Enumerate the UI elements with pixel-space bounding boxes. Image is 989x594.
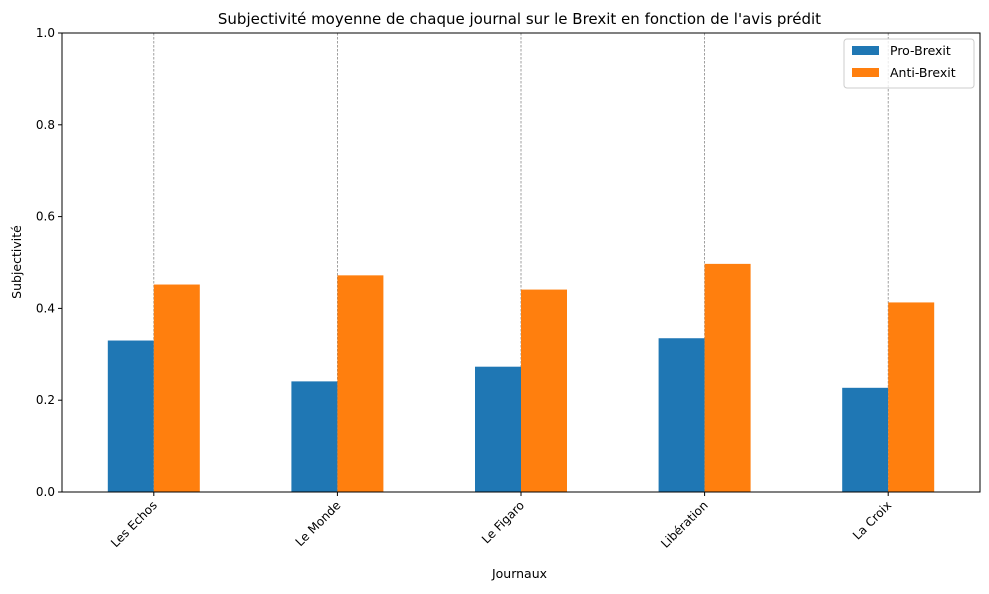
- bar-pro-brexit-3: [658, 338, 705, 492]
- y-tick-label: 0.2: [36, 393, 55, 407]
- y-tick-label: 0.0: [36, 485, 55, 499]
- bar-pro-brexit-0: [107, 340, 154, 492]
- legend-swatch-anti-brexit: [852, 68, 879, 77]
- legend-label-anti-brexit: Anti-Brexit: [890, 65, 956, 80]
- bar-pro-brexit-4: [842, 387, 889, 492]
- y-axis-label: Subjectivité: [9, 225, 24, 299]
- y-tick-label: 1.0: [36, 26, 55, 40]
- chart-title: Subjectivité moyenne de chaque journal s…: [218, 10, 821, 28]
- bar-pro-brexit-1: [291, 381, 338, 492]
- y-tick-label: 0.6: [36, 210, 55, 224]
- bar-anti-brexit-4: [888, 302, 935, 492]
- x-tick-label: Les Echos: [108, 498, 160, 550]
- legend-swatch-pro-brexit: [852, 46, 879, 55]
- bar-anti-brexit-2: [521, 289, 567, 492]
- bar-anti-brexit-0: [153, 284, 200, 492]
- x-tick-label: Libération: [658, 498, 711, 551]
- x-tick-label: Le Figaro: [479, 498, 527, 546]
- bar-anti-brexit-3: [704, 263, 751, 492]
- bar-pro-brexit-2: [475, 366, 521, 492]
- x-tick-label: La Croix: [850, 498, 894, 542]
- x-tick-label: Le Monde: [293, 498, 344, 549]
- legend: Pro-Brexit Anti-Brexit: [843, 38, 975, 89]
- y-tick-label: 0.8: [36, 118, 55, 132]
- legend-label-pro-brexit: Pro-Brexit: [890, 43, 951, 58]
- x-axis-label: Journaux: [491, 566, 547, 581]
- bar-anti-brexit-1: [337, 275, 384, 492]
- y-tick-label: 0.4: [36, 301, 55, 315]
- bars: [107, 263, 935, 492]
